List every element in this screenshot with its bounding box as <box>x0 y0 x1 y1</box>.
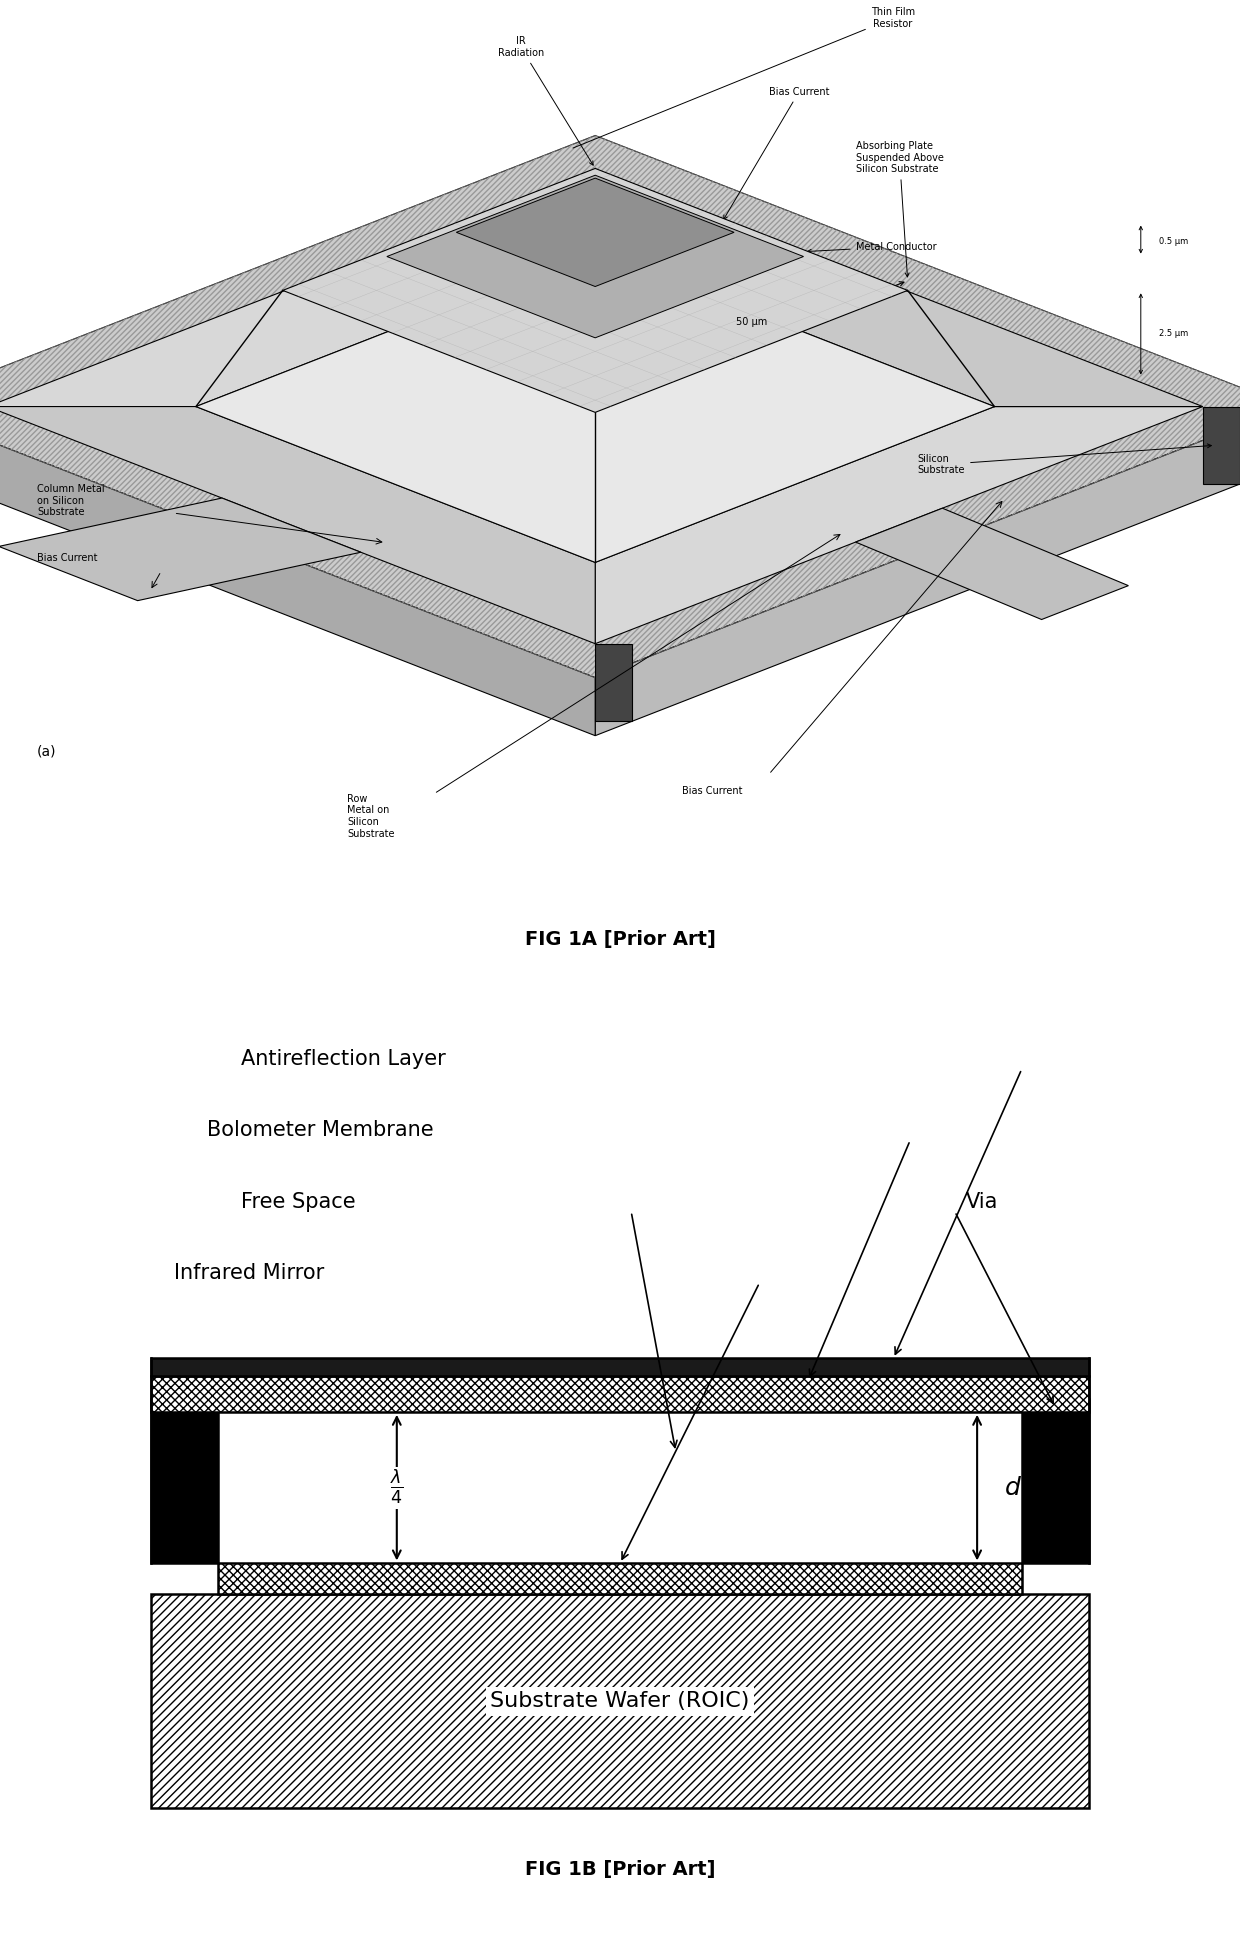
Text: Absorbing Plate
Suspended Above
Silicon Substrate: Absorbing Plate Suspended Above Silicon … <box>856 141 944 277</box>
Text: Silicon
Substrate: Silicon Substrate <box>918 443 1211 476</box>
Text: 2.5 μm: 2.5 μm <box>1159 329 1189 339</box>
Text: Bias Current: Bias Current <box>682 786 743 796</box>
Text: $\frac{\lambda}{4}$: $\frac{\lambda}{4}$ <box>389 1467 404 1508</box>
Bar <box>151 1595 1089 1808</box>
Polygon shape <box>0 170 595 407</box>
Text: Via: Via <box>966 1191 998 1212</box>
Text: Metal Conductor: Metal Conductor <box>807 242 936 254</box>
Polygon shape <box>595 407 1203 643</box>
Polygon shape <box>595 407 1240 736</box>
Text: Antireflection Layer: Antireflection Layer <box>241 1049 445 1069</box>
Bar <box>151 1376 1089 1411</box>
Text: d: d <box>1004 1475 1021 1500</box>
Polygon shape <box>456 178 734 287</box>
Bar <box>1022 1398 1089 1564</box>
Polygon shape <box>387 176 804 337</box>
Polygon shape <box>0 407 595 736</box>
Text: FIG 1B [Prior Art]: FIG 1B [Prior Art] <box>525 1860 715 1880</box>
Text: Thin Film
Resistor: Thin Film Resistor <box>573 8 915 147</box>
Text: 0.5 μm: 0.5 μm <box>1159 238 1189 246</box>
Bar <box>151 1359 1089 1376</box>
Polygon shape <box>595 643 632 722</box>
Text: Bias Current: Bias Current <box>724 87 830 219</box>
Text: Infrared Mirror: Infrared Mirror <box>174 1262 324 1284</box>
Text: FIG 1A [Prior Art]: FIG 1A [Prior Art] <box>525 929 715 949</box>
Text: Substrate Wafer (ROIC): Substrate Wafer (ROIC) <box>490 1692 750 1711</box>
Polygon shape <box>0 498 361 600</box>
Text: (a): (a) <box>37 743 57 759</box>
Polygon shape <box>0 136 1240 678</box>
Polygon shape <box>0 407 595 643</box>
Text: Bias Current: Bias Current <box>37 554 98 563</box>
Text: Bolometer Membrane: Bolometer Membrane <box>207 1121 434 1140</box>
Polygon shape <box>856 507 1128 620</box>
Text: Column Metal
on Silicon
Substrate: Column Metal on Silicon Substrate <box>37 484 105 517</box>
Polygon shape <box>196 250 994 561</box>
Polygon shape <box>1203 407 1240 484</box>
Polygon shape <box>595 170 1203 407</box>
Bar <box>218 1564 1022 1595</box>
Text: Free Space: Free Space <box>241 1191 355 1212</box>
Polygon shape <box>283 168 908 412</box>
Text: IR
Radiation: IR Radiation <box>497 37 593 165</box>
Text: Row
Metal on
Silicon
Substrate: Row Metal on Silicon Substrate <box>347 794 394 838</box>
Text: 50 μm: 50 μm <box>735 318 768 327</box>
Bar <box>151 1398 218 1564</box>
